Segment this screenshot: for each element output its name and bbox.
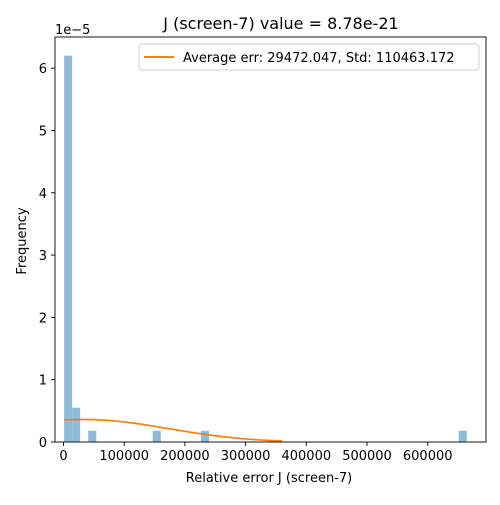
x-axis-ticks: 0 100000 200000 300000 400000 500000 600000 xyxy=(59,442,453,464)
x-axis-label: Relative error J (screen-7) xyxy=(186,471,352,486)
histogram-bars xyxy=(64,55,467,442)
x-tick-label: 400000 xyxy=(281,449,331,464)
histogram-bar xyxy=(152,430,161,442)
series-line xyxy=(64,418,283,442)
legend-label: Average err: 29472.047, Std: 110463.172 xyxy=(183,51,455,66)
y-axis-ticks: 0 1 2 3 4 5 6 xyxy=(39,62,55,451)
y-tick-label: 2 xyxy=(39,311,47,326)
histogram-bar xyxy=(72,407,81,442)
y-tick-label: 4 xyxy=(39,187,47,202)
plot-frame xyxy=(54,36,487,443)
y-tick-label: 3 xyxy=(39,249,47,264)
y-tick-label: 1 xyxy=(39,374,47,389)
series-lines xyxy=(64,418,283,442)
legend-box xyxy=(138,43,480,71)
histogram-bar xyxy=(88,430,97,442)
x-tick-label: 500000 xyxy=(342,449,392,464)
x-tick-label: 300000 xyxy=(221,449,271,464)
y-tick-label: 5 xyxy=(39,124,47,139)
histogram-bar xyxy=(458,430,467,442)
histogram-bar xyxy=(64,55,73,442)
y-axis-label: Frequency xyxy=(15,207,30,274)
x-tick-label: 600000 xyxy=(403,449,453,464)
histogram-bar xyxy=(200,430,210,442)
legend: Average err: 29472.047, Std: 110463.172 xyxy=(138,43,480,71)
chart-title: J (screen-7) value = 8.78e-21 xyxy=(162,14,398,33)
y-tick-label: 6 xyxy=(39,62,47,77)
y-offset-label: 1e−5 xyxy=(55,23,90,38)
y-tick-label: 0 xyxy=(39,436,47,451)
x-tick-label: 0 xyxy=(59,449,67,464)
x-tick-label: 100000 xyxy=(99,449,149,464)
x-tick-label: 200000 xyxy=(160,449,210,464)
